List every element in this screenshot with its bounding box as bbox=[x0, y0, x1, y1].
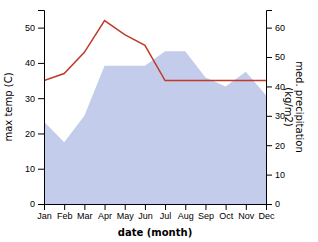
tick-mark bbox=[38, 169, 44, 170]
tick: Mar bbox=[77, 204, 93, 221]
tick: Aug bbox=[178, 204, 194, 221]
tick-label: 60 bbox=[275, 23, 285, 33]
tick: Nov bbox=[238, 204, 255, 221]
tick: 60 bbox=[266, 23, 285, 33]
tick-mark bbox=[266, 204, 272, 205]
tick-mark bbox=[38, 98, 44, 99]
tick-mark bbox=[266, 175, 272, 176]
tick: 40 bbox=[25, 58, 44, 68]
tick: Sep bbox=[198, 204, 214, 221]
line bbox=[44, 21, 266, 81]
tick-label: 50 bbox=[275, 52, 285, 62]
tick-label: 20 bbox=[25, 129, 35, 139]
tick-mark bbox=[165, 204, 166, 210]
tick: 0 bbox=[266, 199, 280, 209]
tick-label: Feb bbox=[57, 211, 73, 221]
tick-mark bbox=[38, 63, 44, 64]
tick-mark bbox=[105, 204, 106, 210]
tick-mark bbox=[226, 204, 227, 210]
tick-label: May bbox=[117, 211, 135, 221]
tick-mark bbox=[266, 57, 272, 58]
tick: Apr bbox=[98, 204, 112, 221]
tick: Dec bbox=[258, 204, 275, 221]
tick: May bbox=[117, 204, 135, 221]
tick-label: Nov bbox=[238, 211, 255, 221]
tick-mark bbox=[84, 204, 85, 210]
tick-mark bbox=[64, 204, 65, 210]
axis-line bbox=[38, 11, 45, 205]
tick: 10 bbox=[25, 164, 44, 174]
tick-mark bbox=[246, 204, 247, 210]
tick: 50 bbox=[25, 23, 44, 33]
y-axis-title: max temp (C) bbox=[3, 72, 14, 141]
tick-label: 30 bbox=[25, 94, 35, 104]
tick: 20 bbox=[25, 129, 44, 139]
tick-mark bbox=[145, 204, 146, 210]
tick-mark bbox=[185, 204, 186, 210]
tick-mark bbox=[38, 133, 44, 134]
tick-label: Jun bbox=[138, 211, 153, 221]
tick: 40 bbox=[266, 82, 285, 92]
tick-mark bbox=[38, 28, 44, 29]
axis-line bbox=[267, 11, 273, 205]
y2-axis: 0 10 20 30 40 50 60 bbox=[266, 11, 285, 210]
tick-label: 0 bbox=[30, 199, 35, 209]
tick: 0 bbox=[30, 199, 44, 209]
tick: Feb bbox=[57, 204, 73, 221]
tick: 30 bbox=[25, 94, 44, 104]
tick-label: 40 bbox=[25, 58, 35, 68]
tick-mark bbox=[266, 86, 272, 87]
y-axis: 0 10 20 30 40 50 bbox=[25, 11, 45, 210]
tick-label: Dec bbox=[258, 211, 275, 221]
tick: Jun bbox=[138, 204, 153, 221]
tick-mark bbox=[266, 145, 272, 146]
tick-label: Mar bbox=[77, 211, 93, 221]
x-axis: Jan Feb Mar Apr MayJun Jul Aug Sep Oct NovDec bbox=[37, 204, 275, 221]
tick-label: Aug bbox=[178, 211, 194, 221]
tick-label: 50 bbox=[25, 23, 35, 33]
tick-mark bbox=[38, 204, 44, 205]
chart: JanFebMarAprMayJunJulAugSepOctNovDec0102… bbox=[0, 0, 318, 242]
marks bbox=[44, 21, 266, 204]
tick-label: 0 bbox=[275, 199, 280, 209]
tick-mark bbox=[266, 116, 272, 117]
tick: Jan bbox=[37, 204, 52, 221]
tick: 20 bbox=[266, 141, 285, 151]
plot-area: JanFebMarAprMayJunJulAugSepOctNovDec0102… bbox=[3, 11, 305, 239]
tick-mark bbox=[266, 28, 272, 29]
tick: Oct bbox=[219, 204, 234, 221]
tick: 50 bbox=[266, 52, 285, 62]
tick-label: 10 bbox=[275, 170, 285, 180]
tick-mark bbox=[125, 204, 126, 210]
tick-label: Jan bbox=[37, 211, 52, 221]
area bbox=[44, 51, 266, 204]
tick-mark bbox=[205, 204, 206, 210]
tick: 30 bbox=[266, 111, 285, 121]
tick-label: Apr bbox=[98, 211, 112, 221]
tick-label: Jul bbox=[160, 211, 172, 221]
tick-label: 20 bbox=[275, 141, 285, 151]
x-axis-title: date (month) bbox=[118, 227, 192, 238]
tick-label: Oct bbox=[219, 211, 234, 221]
tick: 10 bbox=[266, 170, 285, 180]
axis-line bbox=[45, 205, 267, 211]
y2-axis-title: med. precipitation(kg/m2) bbox=[283, 61, 306, 153]
tick: Jul bbox=[160, 204, 172, 221]
tick-label: 10 bbox=[25, 164, 35, 174]
tick-label: Sep bbox=[198, 211, 214, 221]
